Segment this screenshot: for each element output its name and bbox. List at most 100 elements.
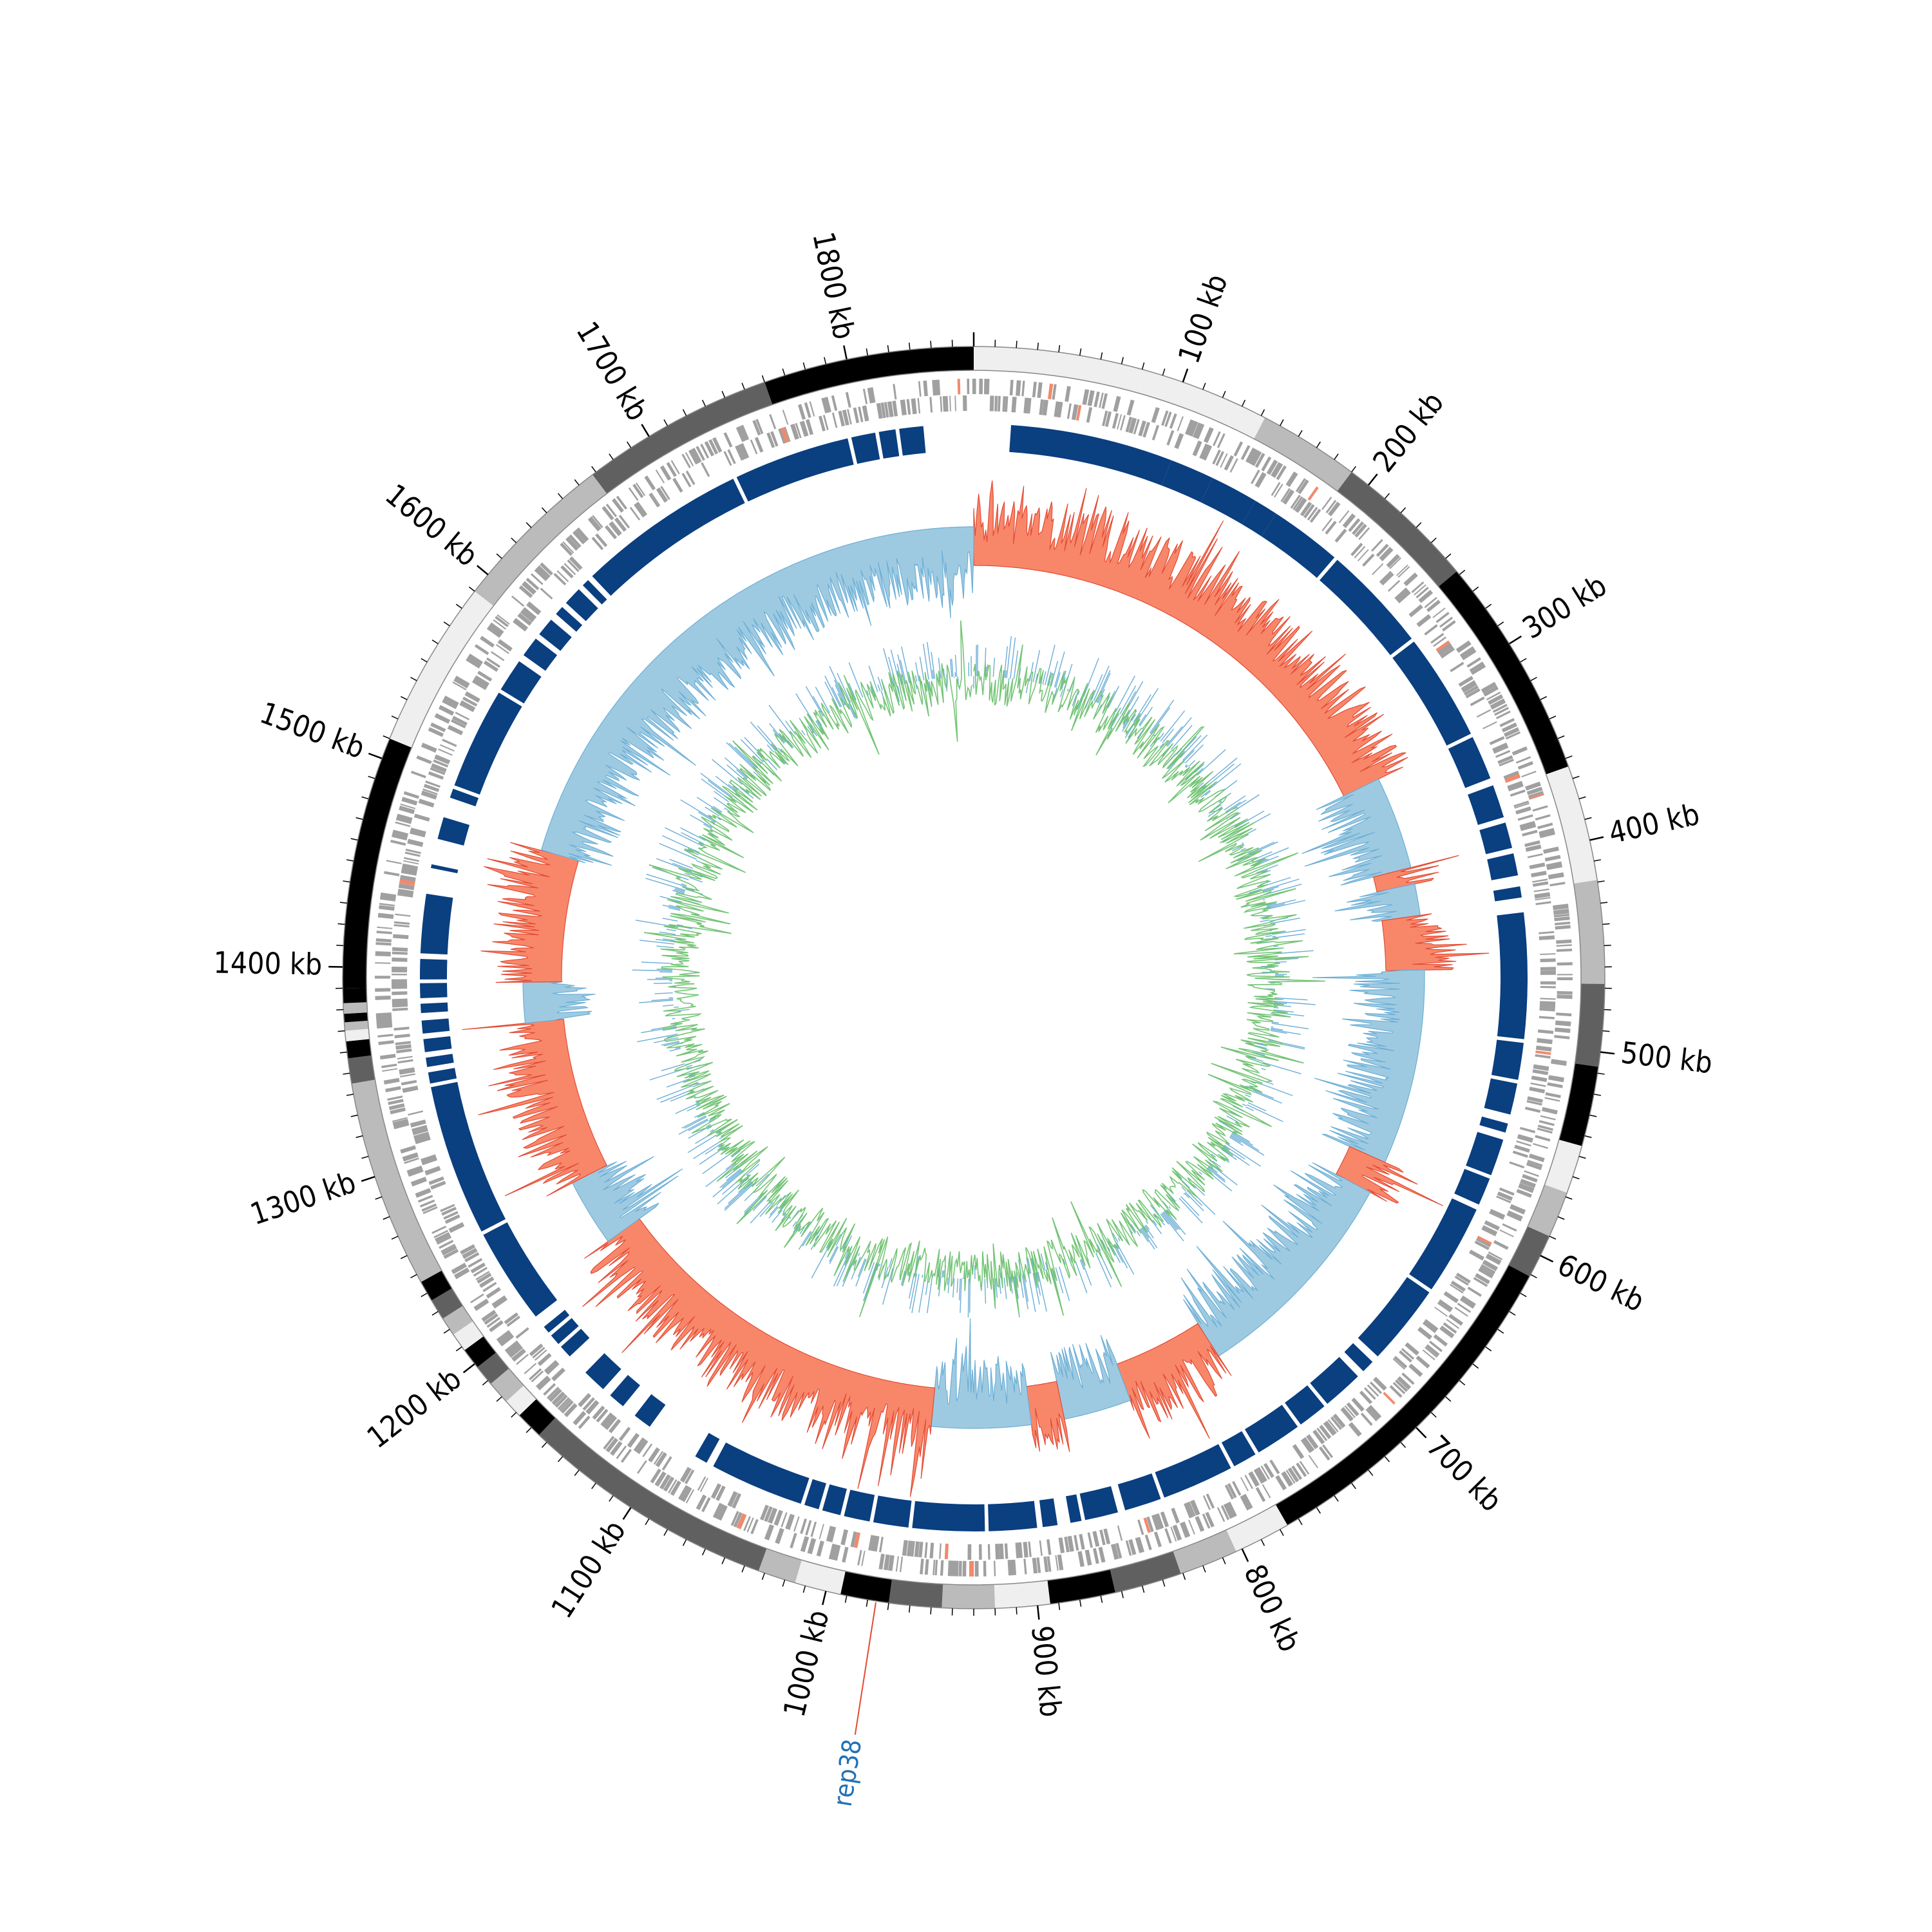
gene-feature-tick	[1525, 781, 1541, 791]
gene-feature-tick	[1153, 408, 1160, 423]
minor-tick	[1602, 1030, 1610, 1032]
gene-feature-tick	[433, 1229, 449, 1238]
gene-feature-tick	[397, 1059, 413, 1064]
gene-feature-tick	[1518, 1186, 1533, 1193]
gene-feature-tick	[406, 1165, 422, 1174]
gene-feature-tick	[1524, 1106, 1541, 1113]
gene-feature-tick	[1497, 755, 1513, 764]
gene-feature-tick	[374, 976, 390, 979]
gene-feature-tick	[444, 1214, 460, 1224]
gene-feature-tick	[1508, 783, 1524, 791]
gene-feature-tick	[1524, 1170, 1539, 1177]
gene-feature-tick	[1117, 1525, 1123, 1541]
gene-feature-tick	[1443, 1322, 1457, 1334]
gene-block	[1242, 500, 1276, 536]
gene-feature-tick	[1392, 1381, 1406, 1395]
gene-feature-tick	[402, 863, 419, 870]
gene-feature-tick	[376, 931, 392, 934]
gene-feature-tick	[387, 1095, 403, 1101]
gene-feature-tick	[685, 470, 696, 486]
gene-feature-tick	[1379, 571, 1392, 584]
gene-feature-tick	[1539, 1016, 1555, 1019]
gene-feature-tick	[1553, 904, 1569, 911]
minor-tick	[866, 348, 869, 356]
major-tick	[641, 424, 650, 437]
gene-feature-tick	[1202, 1495, 1211, 1510]
gene-feature-tick	[712, 437, 723, 453]
gene-feature-tick	[1492, 703, 1508, 713]
gene-feature-tick	[1515, 806, 1531, 815]
gene-feature-tick	[1507, 781, 1523, 790]
gc-skew-positive	[462, 1019, 607, 1197]
gene-feature-tick	[945, 395, 949, 412]
gene-feature-tick	[1177, 416, 1184, 431]
gene-feature-tick	[421, 1203, 437, 1212]
gene-feature-tick	[1299, 1461, 1310, 1475]
gene-feature-tick	[911, 398, 916, 415]
gene-feature-tick	[1102, 410, 1108, 426]
minor-tick	[443, 621, 450, 627]
gene-feature-tick	[1155, 1513, 1164, 1530]
gene-feature-tick	[392, 1119, 409, 1126]
gene-feature-tick	[1489, 1209, 1506, 1219]
gc-skew-track	[462, 480, 1490, 1497]
minor-tick	[663, 1529, 668, 1536]
gene-feature-tick	[577, 527, 589, 540]
gene-feature-tick	[700, 444, 710, 459]
gene-feature-tick	[603, 1435, 615, 1450]
gene-block	[713, 1442, 810, 1504]
gene-feature-tick	[1372, 1376, 1387, 1391]
gene-feature-tick	[441, 1245, 457, 1256]
gene-feature-tick	[1537, 1124, 1553, 1132]
gene-feature-tick	[377, 913, 394, 919]
gene-feature-tick	[1251, 469, 1260, 484]
gene-feature-tick	[954, 395, 956, 412]
gene-feature-tick	[421, 1154, 437, 1164]
gene-feature-tick	[1205, 1511, 1215, 1528]
minor-tick	[1141, 1586, 1145, 1593]
tick-label: 400 kb	[1605, 797, 1703, 851]
gene-feature-tick	[987, 379, 990, 395]
gene-feature-tick	[678, 1485, 690, 1501]
gene-feature-tick	[659, 465, 672, 481]
ideogram-band	[840, 1571, 892, 1604]
gene-feature-tick	[819, 1524, 824, 1539]
minor-tick	[591, 466, 596, 473]
gene-feature-tick	[1170, 1526, 1177, 1542]
gene-feature-tick	[805, 419, 814, 435]
gene-feature-tick	[1143, 1517, 1151, 1533]
gene-feature-tick	[760, 1504, 770, 1520]
gene-feature-tick	[401, 866, 418, 873]
gene-feature-tick	[526, 602, 541, 616]
gene-feature-tick	[793, 1516, 800, 1532]
minor-tick	[682, 409, 687, 416]
major-tick	[1589, 836, 1604, 841]
gene-feature-tick	[972, 378, 974, 394]
gene-feature-tick	[1535, 1135, 1551, 1142]
gene-feature-tick	[431, 763, 447, 773]
gene-feature-tick	[1497, 1191, 1513, 1201]
gene-feature-tick	[1526, 1162, 1542, 1170]
gene-feature-tick	[540, 587, 553, 600]
gene-feature-tick	[1192, 440, 1202, 457]
minor-tick	[1430, 537, 1437, 544]
gene-feature-tick	[392, 991, 408, 996]
gene-feature-tick	[600, 1412, 612, 1426]
minor-tick	[1602, 923, 1610, 925]
gene-feature-tick	[1516, 1140, 1531, 1147]
gene-feature-tick	[1429, 1340, 1443, 1352]
gene-feature-tick	[473, 676, 489, 688]
gene-feature-tick	[861, 1550, 866, 1566]
gene-feature-tick	[470, 1293, 484, 1303]
gene-feature-tick	[1079, 1533, 1085, 1550]
minor-tick	[1472, 586, 1479, 592]
gene-feature-tick	[1476, 709, 1492, 718]
gene-feature-tick	[768, 1508, 778, 1524]
gene-feature-tick	[1521, 770, 1537, 778]
gene-feature-tick	[482, 1282, 497, 1293]
gene-feature-tick	[435, 755, 450, 762]
gene-feature-tick	[390, 839, 406, 846]
minor-tick	[496, 1396, 502, 1402]
ideogram-band	[475, 475, 607, 606]
minor-tick	[355, 817, 363, 820]
